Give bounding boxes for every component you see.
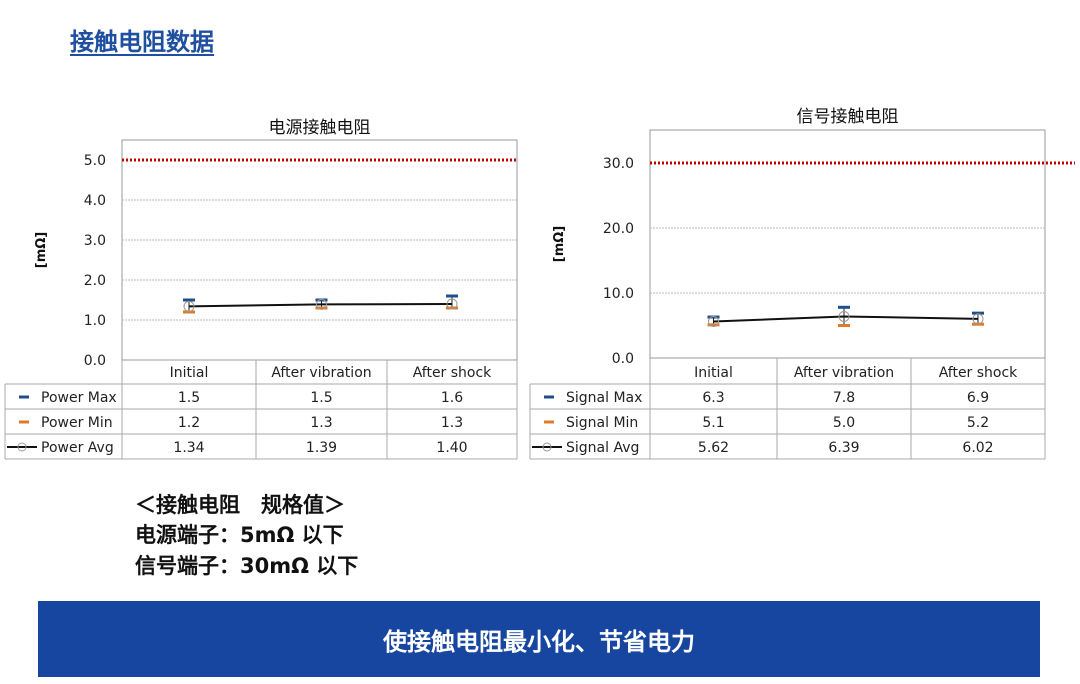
page-title: 接触电阻数据 xyxy=(70,28,214,56)
chart2-title: 信号接触电阻 xyxy=(797,107,899,127)
chart2-data-label: 5.0 xyxy=(833,415,855,431)
chart1-data-label: 1.34 xyxy=(173,440,204,456)
chart1-ylabel: [mΩ] xyxy=(34,232,49,268)
chart2-ytick-label: 0.0 xyxy=(612,351,634,367)
chart2-avg-point xyxy=(708,315,719,327)
chart1-legend-label: Power Max xyxy=(41,390,117,406)
chart1-avg-point xyxy=(183,300,195,312)
chart1-ytick-label: 0.0 xyxy=(84,353,106,369)
chart1-data-label: 1.5 xyxy=(310,390,332,406)
chart1-ytick-label: 4.0 xyxy=(84,193,106,209)
chart2-ytick-label: 10.0 xyxy=(603,286,634,302)
chart2-data-label: 5.2 xyxy=(967,415,989,431)
chart2-data-label: 5.62 xyxy=(698,440,729,456)
conclusion-banner: 使接触电阻最小化、节省电力 xyxy=(38,601,1040,677)
chart2-legend-label: Signal Avg xyxy=(566,440,639,456)
chart2-avg-point xyxy=(972,313,984,325)
chart2-category-label: After vibration xyxy=(794,365,894,381)
chart1-avg-point xyxy=(446,298,458,310)
chart1-ytick-label: 5.0 xyxy=(84,153,106,169)
chart2-ylabel: [mΩ] xyxy=(552,226,567,262)
chart1-avg-point xyxy=(316,298,327,310)
chart2-avg-line xyxy=(713,315,979,323)
chart1-data-label: 1.3 xyxy=(441,415,463,431)
chart1-data-label: 1.40 xyxy=(436,440,467,456)
chart1-legend-label: Power Min xyxy=(41,415,113,431)
chart1-data-label: 1.3 xyxy=(310,415,332,431)
chart2-legend-label: Signal Min xyxy=(566,415,638,431)
chart1-legend-label: Power Avg xyxy=(41,440,114,456)
spec-signal: 信号端子：30mΩ 以下 xyxy=(135,554,359,578)
chart2-data-label: 6.39 xyxy=(828,440,859,456)
chart1-legend-key-avg-marker xyxy=(17,442,27,452)
chart1-ytick-label: 3.0 xyxy=(84,233,106,249)
chart1-ytick-label: 2.0 xyxy=(84,273,106,289)
chart2-data-label: 7.8 xyxy=(833,390,855,406)
chart1-data-label: 1.2 xyxy=(178,415,200,431)
spec-power: 电源端子：5mΩ 以下 xyxy=(135,523,344,547)
chart1-category-label: After vibration xyxy=(271,365,371,381)
chart2-data-label: 6.9 xyxy=(967,390,989,406)
chart2-plot-area xyxy=(649,129,1046,359)
chart2-data-label: 5.1 xyxy=(702,415,724,431)
chart1-title: 电源接触电阻 xyxy=(269,118,371,138)
chart2-data-label: 6.3 xyxy=(702,390,724,406)
chart2-category-label: After shock xyxy=(939,365,1018,381)
chart1-plot-area xyxy=(121,139,518,361)
chart1-category-label: Initial xyxy=(170,365,209,381)
chart2-ytick-label: 30.0 xyxy=(603,156,634,172)
chart1-data-label: 1.5 xyxy=(178,390,200,406)
chart1-avg-line xyxy=(188,303,453,308)
chart2-category-label: Initial xyxy=(694,365,733,381)
chart2-ytick-label: 20.0 xyxy=(603,221,634,237)
chart2-legend-label: Signal Max xyxy=(566,390,642,406)
chart1-ytick-label: 1.0 xyxy=(84,313,106,329)
chart1-category-label: After shock xyxy=(413,365,492,381)
chart2-avg-point xyxy=(838,310,850,322)
charts: 电源接触电阻 0.0 1.0 2.0 3.0 4.0 5.0 [mΩ] Initial After… xyxy=(4,107,1075,460)
chart2-legend-key-avg-marker xyxy=(542,442,552,452)
banner-text: 使接触电阻最小化、节省电力 xyxy=(383,627,695,656)
chart1-data-label: 1.6 xyxy=(441,390,463,406)
chart2-data-label: 6.02 xyxy=(962,440,993,456)
chart1-data-label: 1.39 xyxy=(306,440,337,456)
spec-heading: ＜接触电阻 规格值＞ xyxy=(135,493,345,517)
